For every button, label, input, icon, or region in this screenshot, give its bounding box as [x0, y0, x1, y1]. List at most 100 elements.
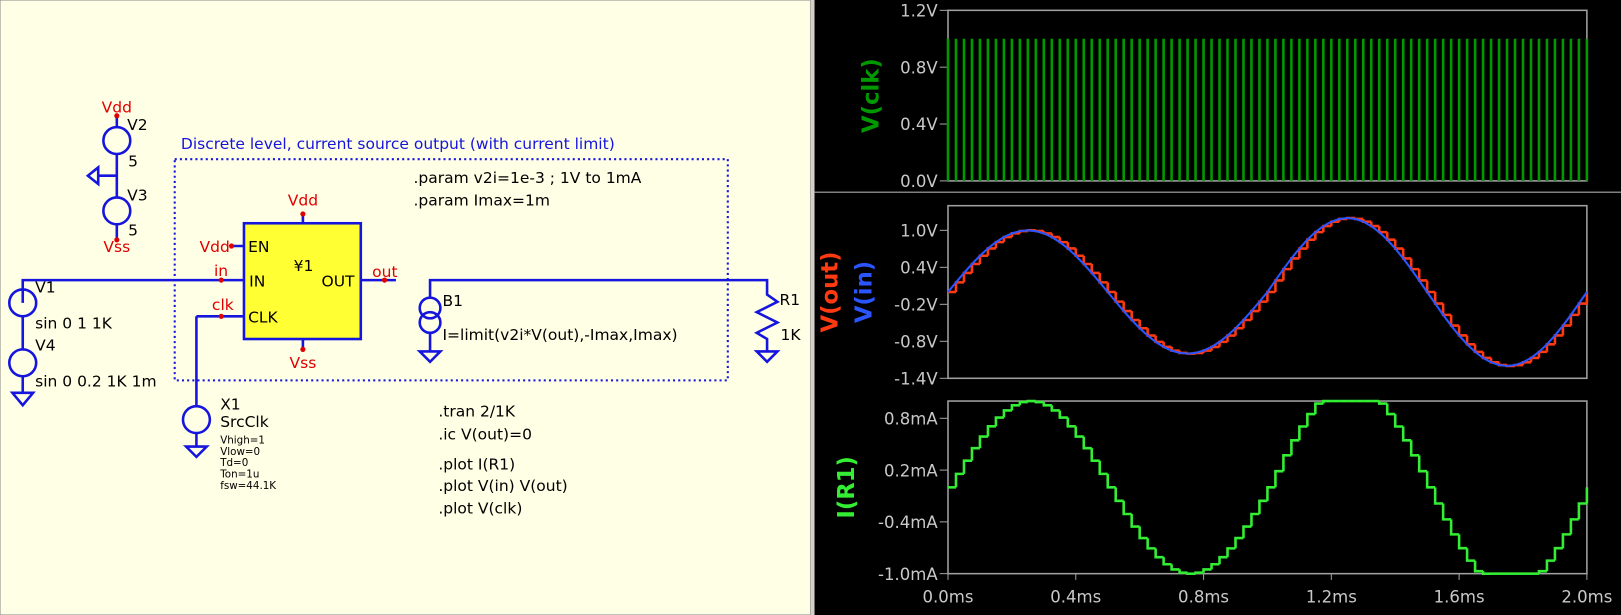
trace-step: [1545, 559, 1555, 572]
trace-name: V(in): [851, 261, 877, 323]
y-tick-label: -0.8V: [894, 333, 938, 352]
y1-wires: [195, 213, 396, 407]
part-value: SrcClk: [220, 413, 269, 431]
trace-step: [1385, 403, 1396, 416]
trace-step: [1417, 455, 1428, 473]
part-name: V2: [127, 116, 147, 134]
part-param: Td=0: [219, 457, 248, 469]
b1-symbol-bottom: [418, 310, 442, 335]
waveform-plots: 0.0V 0.4V 0.8V 1.2V V(clk) -1.4V -0.8V -0.2V 0.4…: [817, 2, 1612, 607]
pin-name: OUT: [322, 272, 356, 290]
splitter: [810, 0, 815, 615]
net-label: Vdd: [200, 238, 230, 256]
trace-step: [1234, 536, 1244, 549]
trace-name: V(out): [817, 251, 843, 332]
trace-step: [1226, 547, 1236, 558]
trace-step: [1393, 414, 1404, 428]
part-name: V1: [35, 279, 55, 297]
net-label: in: [214, 262, 228, 280]
pin-name: EN: [248, 238, 269, 256]
trace-step: [1066, 417, 1076, 428]
part-name: ¥1: [294, 257, 314, 275]
trace-step: [986, 425, 996, 437]
trace-step: [1010, 403, 1020, 411]
trace-step: [1210, 562, 1220, 570]
trace-step: [1026, 399, 1036, 403]
pin-name: CLK: [248, 308, 278, 326]
y-tick-label: 0.4V: [900, 115, 938, 134]
trace-step: [1266, 486, 1276, 501]
part-param: Vhigh=1: [220, 434, 265, 446]
x-tick-label: 1.6ms: [1434, 588, 1485, 607]
trace-step: [1082, 436, 1092, 450]
trace-step: [1298, 425, 1308, 441]
y-tick-label: -0.2V: [894, 296, 938, 315]
wires: [8, 113, 781, 459]
part-name: V3: [127, 187, 147, 205]
part-value: 5: [128, 152, 138, 170]
trace-step: [994, 416, 1004, 427]
trace-step: [1202, 568, 1212, 573]
trace-step: [1577, 502, 1587, 520]
trace-step: [1401, 426, 1412, 442]
trace-step: [1457, 534, 1468, 550]
supply-wires: [85, 115, 119, 240]
v4-symbol: [8, 348, 38, 378]
trace-step: [1218, 555, 1228, 565]
trace-step: [1258, 499, 1268, 515]
trace-step: [1306, 412, 1316, 427]
part-param: fsw=44.1K: [220, 480, 276, 492]
trace-step: [1250, 512, 1260, 527]
trace-step: [954, 472, 964, 488]
comment: Discrete level, current source output (w…: [181, 135, 615, 153]
v2-symbol: [102, 125, 132, 156]
trace-step: [1322, 399, 1332, 404]
net-label: Vss: [290, 354, 317, 372]
trace-step: [1433, 487, 1444, 505]
trace-step: [1553, 546, 1563, 561]
part-name: B1: [442, 292, 463, 310]
part-name: X1: [220, 395, 240, 413]
trace-step: [1122, 500, 1132, 516]
dotted-box: [173, 158, 729, 382]
v3-symbol: [102, 196, 132, 226]
net-label: out: [372, 263, 397, 281]
trace-step: [1098, 460, 1108, 476]
part-param: Ton=1u: [219, 469, 259, 481]
trace-step: [1569, 518, 1579, 535]
trace-step: [1050, 405, 1060, 412]
schematic-background: [0, 0, 812, 615]
v1-symbol: [8, 288, 38, 318]
directive: .param Imax=1m: [414, 192, 550, 210]
trace-step: [1561, 533, 1571, 549]
x-tick-label: 1.2ms: [1306, 588, 1357, 607]
trace-step: [1154, 548, 1164, 559]
part-value: sin 0 1 1K: [35, 315, 113, 333]
trace-step: [978, 435, 988, 449]
y-tick-label: -1.4V: [894, 370, 938, 389]
trace-name: V(clk): [859, 58, 885, 133]
y-tick-label: 0.2mA: [884, 461, 938, 480]
trace-step: [1130, 514, 1140, 528]
trace-step: [1018, 400, 1028, 406]
y-tick-label: -0.4mA: [878, 513, 938, 532]
trace-step: [1034, 400, 1044, 404]
source-wires: [9, 278, 244, 408]
trace-name: I(R1): [834, 456, 860, 519]
trace-step: [1377, 401, 1388, 405]
y-tick-label: 0.8V: [900, 58, 938, 77]
b1-symbol-top: [418, 296, 442, 320]
trace-step: [1170, 564, 1180, 571]
trace-step: [1090, 448, 1100, 462]
net-label: Vdd: [102, 99, 132, 117]
pin-name: IN: [249, 272, 265, 290]
directive: .tran 2/1K: [438, 403, 516, 421]
net-label: Vss: [103, 238, 130, 256]
x-tick-label: 0.4ms: [1050, 588, 1101, 607]
trace-step: [1106, 473, 1116, 489]
directive: .plot V(clk): [438, 500, 522, 518]
net-label: clk: [212, 296, 234, 314]
trace-step: [1074, 426, 1084, 438]
